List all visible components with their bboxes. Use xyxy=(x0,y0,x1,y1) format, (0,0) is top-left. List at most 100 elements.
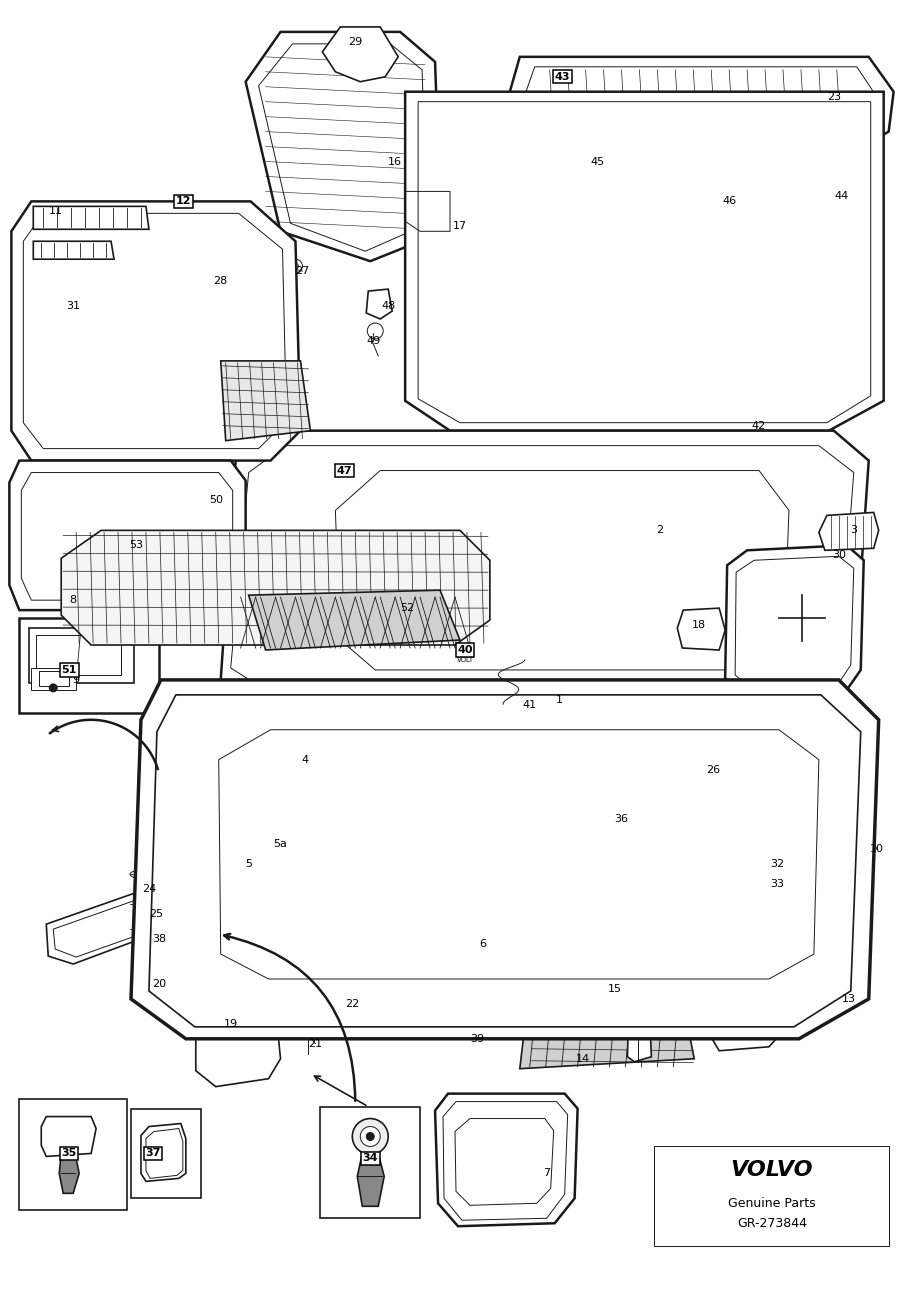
Bar xyxy=(341,996,352,1005)
Polygon shape xyxy=(149,695,861,1026)
Bar xyxy=(36,635,121,675)
Text: 32: 32 xyxy=(770,860,784,869)
Circle shape xyxy=(352,1118,388,1155)
Ellipse shape xyxy=(130,925,152,933)
Circle shape xyxy=(343,998,350,1004)
Text: 11: 11 xyxy=(49,207,63,217)
Circle shape xyxy=(481,924,491,934)
Circle shape xyxy=(201,286,221,307)
Bar xyxy=(236,472,246,479)
Circle shape xyxy=(246,853,255,861)
Text: 52: 52 xyxy=(400,603,414,613)
Text: 25: 25 xyxy=(149,909,163,920)
Text: 39: 39 xyxy=(470,1034,484,1044)
Text: 27: 27 xyxy=(295,266,310,277)
Text: 42: 42 xyxy=(752,421,766,431)
Bar xyxy=(818,764,828,772)
Bar xyxy=(32,668,76,690)
Circle shape xyxy=(464,907,508,951)
Polygon shape xyxy=(628,966,651,1061)
Circle shape xyxy=(241,847,261,868)
Text: 9: 9 xyxy=(72,675,80,685)
Text: 29: 29 xyxy=(348,36,362,47)
Bar xyxy=(315,656,325,664)
Polygon shape xyxy=(705,757,721,774)
Circle shape xyxy=(58,1126,78,1147)
Circle shape xyxy=(361,1126,381,1147)
Polygon shape xyxy=(819,512,879,551)
Bar xyxy=(442,633,490,687)
Polygon shape xyxy=(246,32,440,261)
Text: 12: 12 xyxy=(461,643,471,652)
Polygon shape xyxy=(42,1117,96,1156)
Bar xyxy=(654,1147,889,1246)
Circle shape xyxy=(206,331,226,351)
Bar xyxy=(29,627,134,683)
Bar xyxy=(834,656,843,664)
Text: 30: 30 xyxy=(832,551,846,560)
Text: 47: 47 xyxy=(336,465,352,475)
Text: 41: 41 xyxy=(523,700,537,709)
Bar xyxy=(39,672,69,686)
Text: 38: 38 xyxy=(152,934,166,944)
Text: 40: 40 xyxy=(458,646,473,655)
Circle shape xyxy=(49,683,57,692)
Polygon shape xyxy=(520,983,694,1069)
Polygon shape xyxy=(678,608,725,650)
Circle shape xyxy=(765,873,773,881)
Bar xyxy=(291,456,301,465)
Polygon shape xyxy=(415,217,452,249)
Text: 45: 45 xyxy=(591,156,604,166)
Text: VOLT: VOLT xyxy=(458,657,475,662)
Polygon shape xyxy=(34,242,114,260)
Ellipse shape xyxy=(130,870,152,878)
Polygon shape xyxy=(34,207,149,230)
Text: 6: 6 xyxy=(479,939,487,950)
Text: 2: 2 xyxy=(656,525,663,535)
Text: 16: 16 xyxy=(388,156,402,166)
Polygon shape xyxy=(510,57,893,161)
Text: 4: 4 xyxy=(302,755,309,765)
Bar xyxy=(19,618,159,713)
Circle shape xyxy=(50,1118,86,1155)
Text: 14: 14 xyxy=(575,1053,590,1064)
Bar xyxy=(437,625,496,700)
Text: 12: 12 xyxy=(176,196,191,207)
Text: Genuine Parts: Genuine Parts xyxy=(728,1196,815,1209)
Polygon shape xyxy=(46,860,261,964)
Polygon shape xyxy=(405,92,883,431)
Text: 20: 20 xyxy=(152,979,166,989)
Circle shape xyxy=(64,1133,72,1141)
Polygon shape xyxy=(59,1154,79,1194)
Polygon shape xyxy=(221,361,311,440)
Text: 28: 28 xyxy=(214,277,227,286)
Polygon shape xyxy=(709,931,789,1051)
Text: 36: 36 xyxy=(614,814,629,825)
Text: 51: 51 xyxy=(62,665,77,675)
Text: 5a: 5a xyxy=(274,839,287,850)
Bar xyxy=(430,618,564,713)
Polygon shape xyxy=(141,1124,186,1181)
Circle shape xyxy=(542,637,554,650)
Polygon shape xyxy=(131,679,879,1039)
Text: GR-273844: GR-273844 xyxy=(737,1217,807,1230)
Text: 3: 3 xyxy=(850,525,857,535)
Circle shape xyxy=(212,336,220,346)
Circle shape xyxy=(207,292,215,300)
Text: 53: 53 xyxy=(129,540,143,551)
Text: 31: 31 xyxy=(66,301,80,310)
Circle shape xyxy=(474,917,498,940)
Bar xyxy=(204,757,214,765)
Text: 18: 18 xyxy=(692,620,707,630)
Polygon shape xyxy=(196,994,281,1087)
Circle shape xyxy=(366,1133,374,1141)
Bar xyxy=(277,738,287,746)
Polygon shape xyxy=(248,590,460,650)
Bar xyxy=(804,456,814,465)
Text: 26: 26 xyxy=(706,765,720,774)
Text: 5: 5 xyxy=(246,860,252,869)
Polygon shape xyxy=(435,1094,578,1226)
Bar xyxy=(19,1099,127,1211)
Text: 13: 13 xyxy=(842,994,856,1004)
Polygon shape xyxy=(9,461,246,611)
